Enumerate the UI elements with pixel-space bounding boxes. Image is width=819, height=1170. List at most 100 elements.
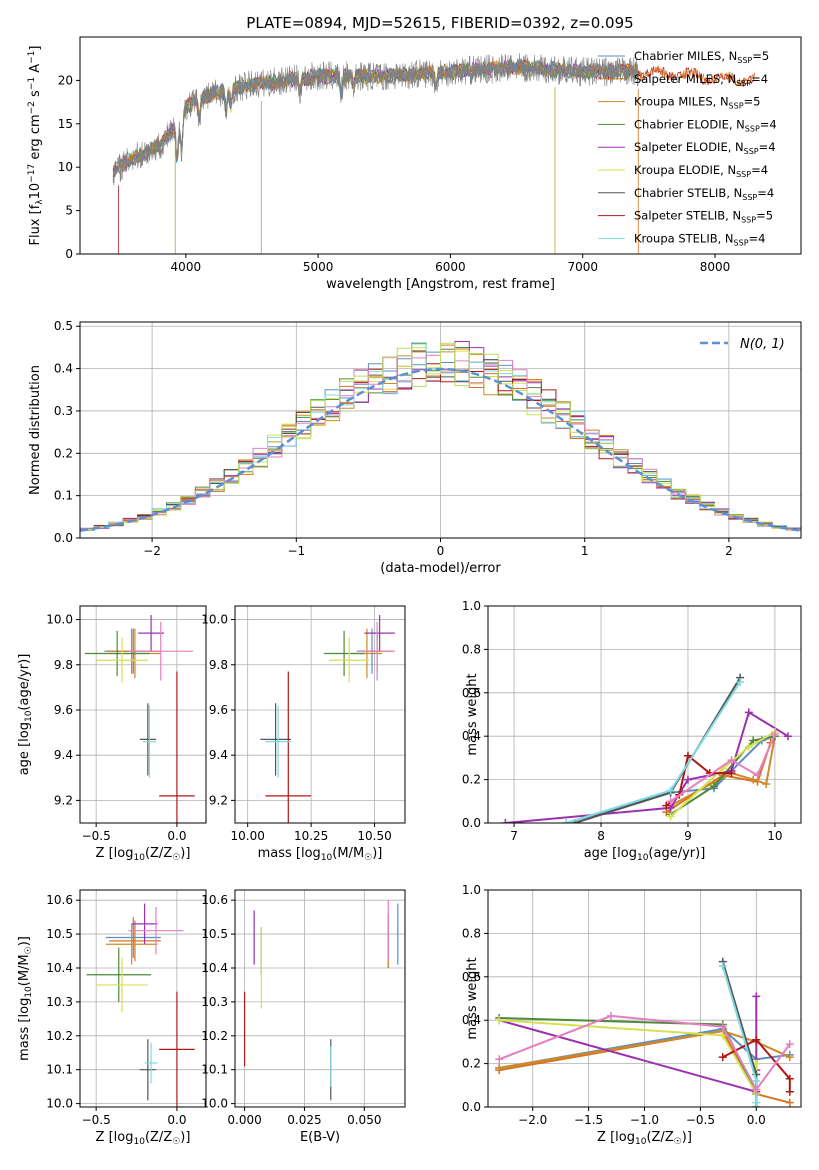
errorbar-point: [138, 615, 164, 652]
plot-area: [260, 615, 395, 823]
legend: Chabrier MILES, NSSP=5 Salpeter MILES, NS…: [598, 49, 777, 247]
series-marker: [752, 1098, 761, 1107]
y-tick-label: 0: [65, 247, 73, 261]
y-tick-label: 0.6: [462, 686, 481, 700]
panel-mass_vs_EBV: 0.000 0.025 0.050 10.0 10.1 10.2 10.3 10.4 10.5 1…: [201, 889, 406, 1145]
panel-mass_weight_vs_age: 7 8 9 10 0.0 0.2 0.4 0.6 0.8 1.0 age [log10(age/yr…: [462, 599, 802, 863]
series-marker: [727, 756, 736, 765]
x-tick-label: 10: [767, 829, 782, 843]
x-axis-label: Z [log10(Z/Z☉)]: [96, 1130, 191, 1147]
axes-frame: [487, 605, 802, 824]
series-marker: [495, 1063, 504, 1072]
series-marker: [495, 1055, 504, 1064]
series-marker: [785, 1074, 794, 1083]
axes-frame: [234, 605, 406, 824]
histogram-step: [80, 342, 801, 531]
y-tick-label: 0.3: [54, 404, 73, 418]
series-marker: [752, 1035, 761, 1044]
y-tick-label: 10.0: [46, 613, 73, 627]
series-marker: [666, 812, 675, 821]
y-tick-label: 9.6: [54, 703, 73, 717]
x-tick-label: 4000: [171, 260, 202, 274]
errorbar-point: [84, 630, 150, 677]
y-axis-label: mass weight: [465, 957, 480, 1039]
y-tick-label: 1.0: [462, 883, 481, 897]
series-marker: [606, 1011, 615, 1020]
x-tick-label: 9: [684, 829, 692, 843]
errorbar-point: [96, 957, 148, 1013]
x-tick-label: 0.050: [347, 1113, 381, 1127]
series-marker: [718, 1053, 727, 1062]
y-tick-label: 0.2: [54, 446, 73, 460]
y-tick-label: 9.4: [209, 748, 228, 762]
series-marker: [718, 1022, 727, 1031]
series-marker: [718, 1031, 727, 1040]
series-marker: [752, 1085, 761, 1094]
series-marker: [562, 819, 571, 823]
series-marker: [501, 819, 510, 823]
errorbar-point: [105, 923, 158, 965]
y-tick-label: 0.8: [462, 642, 481, 656]
plot-area: [84, 615, 195, 823]
y-tick-label: 0.4: [462, 1013, 481, 1027]
legend-label: Chabrier ELODIE, NSSP=4: [634, 117, 777, 133]
y-tick-label: 0.6: [462, 970, 481, 984]
plot-area: [86, 903, 195, 1107]
series-line: [566, 681, 741, 823]
series-marker: [495, 1016, 504, 1025]
axes-frame: [234, 889, 406, 1108]
y-tick-label: 10.3: [46, 995, 73, 1009]
y-tick-label: 0.0: [462, 816, 481, 830]
y-tick-label: 10.6: [201, 893, 228, 907]
series-marker: [744, 743, 753, 752]
axes-frame: [79, 889, 207, 1108]
x-tick-label: 1: [581, 544, 589, 558]
series-line: [498, 996, 758, 1094]
x-tick-label: 10.50: [357, 829, 391, 843]
y-tick-label: 10.4: [201, 961, 228, 975]
series-marker: [683, 775, 692, 784]
series-marker: [749, 775, 758, 784]
y-tick-label: 10.5: [201, 927, 228, 941]
errorbar-point: [139, 1039, 156, 1101]
x-axis-label: Z [log10(Z/Z☉)]: [96, 846, 191, 863]
y-tick-label: 0.4: [54, 362, 73, 376]
y-axis-label: mass weight: [465, 673, 480, 755]
series-marker: [666, 797, 675, 806]
series-marker: [666, 786, 675, 795]
x-tick-label: −2: [143, 544, 161, 558]
y-tick-label: 5: [65, 204, 73, 218]
y-tick-label: 10.5: [46, 927, 73, 941]
series-marker: [783, 732, 792, 741]
y-tick-label: 10.2: [46, 1029, 73, 1043]
x-axis-label: E(B-V): [300, 1130, 340, 1145]
panel-mass_vs_Z: −0.5 0.0 10.0 10.1 10.2 10.3 10.4 10.5 10.6 Z [lo…: [17, 889, 207, 1147]
errorbar-point: [265, 671, 312, 823]
x-tick-label: 6000: [435, 260, 466, 274]
y-tick-label: 10.6: [46, 893, 73, 907]
plot-area: [80, 341, 801, 532]
series-marker: [785, 1087, 794, 1096]
y-axis-label: Flux [fλ10−17 erg cm−2 s−1 A−1]: [27, 46, 45, 246]
plot-area: [495, 957, 794, 1107]
x-tick-label: −0.5: [82, 1113, 111, 1127]
spectrum-line: [112, 59, 755, 177]
y-tick-label: 0.0: [462, 1100, 481, 1114]
y-tick-label: 10.0: [201, 613, 228, 627]
y-tick-label: 9.2: [54, 793, 73, 807]
series-marker: [785, 1098, 794, 1107]
plot-area: [112, 52, 755, 254]
y-tick-label: 9.8: [209, 658, 228, 672]
errorbar-point: [328, 637, 370, 683]
y-tick-label: 0.2: [462, 773, 481, 787]
y-tick-label: 10.3: [201, 995, 228, 1009]
series-marker: [785, 1053, 794, 1062]
x-tick-label: 7: [510, 829, 518, 843]
series-marker: [753, 771, 762, 780]
errorbar-point: [128, 621, 194, 681]
errorbar-point: [265, 705, 291, 778]
x-tick-label: 10.00: [231, 829, 265, 843]
y-tick-label: 0.5: [54, 319, 73, 333]
normal-curve: [80, 367, 801, 532]
x-axis-label: wavelength [Angstrom, rest frame]: [326, 277, 555, 292]
